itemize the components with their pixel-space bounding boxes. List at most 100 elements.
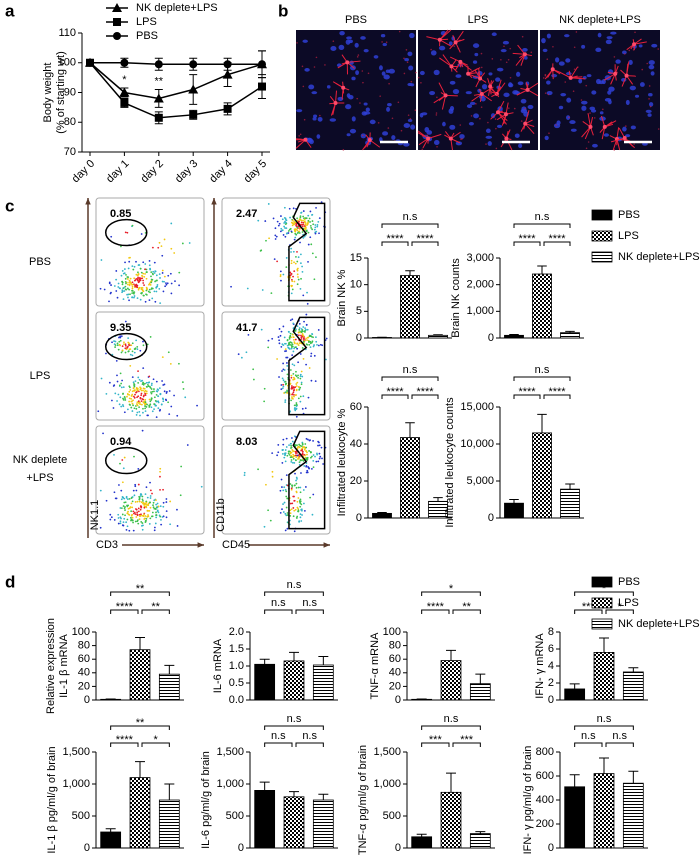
nucleus	[474, 52, 479, 57]
flow-event	[286, 389, 288, 392]
legend-label: NK deplete+LPS	[618, 618, 700, 630]
flow-event	[141, 398, 144, 400]
bar	[440, 791, 462, 849]
flow-event	[237, 353, 240, 356]
flow-event	[309, 340, 312, 343]
flow-event	[110, 516, 113, 519]
flow-event	[282, 385, 285, 388]
flow-event	[154, 300, 157, 303]
flow-event	[103, 288, 106, 291]
nucleus	[496, 67, 504, 72]
glia-body	[613, 71, 618, 76]
flow-event	[155, 511, 157, 514]
flow-event	[123, 456, 126, 459]
significance-label: ****	[386, 233, 404, 245]
flow-event	[109, 518, 112, 521]
nucleus	[503, 92, 510, 98]
flow-event	[284, 223, 287, 226]
bar	[312, 799, 334, 849]
flow-event	[292, 207, 295, 210]
y-tick-label: 70	[64, 146, 76, 158]
flow-event	[303, 220, 306, 223]
flow-event	[132, 510, 135, 513]
flow-event	[288, 450, 291, 453]
flow-event	[146, 384, 149, 386]
flow-event	[186, 444, 189, 446]
flow-event	[126, 505, 129, 508]
nucleus	[606, 36, 613, 40]
flow-event	[286, 356, 289, 359]
flow-event	[128, 507, 131, 510]
flow-event	[303, 320, 305, 323]
flow-event	[286, 497, 289, 500]
speck	[580, 99, 583, 101]
bar	[283, 796, 305, 849]
arrow-head	[197, 542, 204, 548]
flow-event	[309, 335, 312, 337]
flow-event	[293, 393, 295, 396]
flow-event	[165, 283, 168, 286]
glia-process	[527, 82, 539, 91]
flow-event	[300, 383, 303, 386]
nucleus	[596, 78, 601, 85]
flow-event	[114, 392, 117, 395]
flow-event	[325, 358, 327, 361]
flow-event	[165, 516, 168, 519]
significance-label: n.s	[302, 597, 317, 609]
flow-event	[135, 414, 138, 416]
flow-event	[314, 224, 317, 226]
nucleus	[622, 50, 627, 55]
flow-event	[291, 284, 293, 287]
flow-event	[158, 287, 161, 290]
flow-event	[316, 343, 318, 346]
speck	[303, 118, 306, 121]
flow-event	[134, 501, 137, 503]
nucleus	[361, 111, 368, 116]
flow-event	[131, 283, 133, 286]
flow-event	[289, 274, 292, 277]
bar	[100, 831, 122, 849]
speck	[649, 105, 652, 108]
nucleus	[409, 32, 415, 39]
flow-event	[126, 283, 129, 286]
nucleus	[388, 68, 395, 74]
glia-body	[449, 64, 454, 69]
speck	[381, 41, 383, 43]
glia-body	[550, 67, 555, 72]
speck	[544, 73, 547, 76]
nucleus	[468, 121, 474, 126]
flow-event	[297, 220, 300, 223]
flow-event	[154, 522, 157, 525]
flow-event	[290, 292, 293, 295]
significance-bracket	[381, 241, 409, 246]
flow-event	[292, 372, 295, 375]
flow-event	[122, 393, 124, 395]
nucleus	[407, 82, 413, 87]
flow-event	[119, 522, 122, 525]
bar	[283, 660, 305, 701]
glia-process	[633, 41, 647, 45]
marker	[154, 113, 163, 122]
flow-event	[169, 272, 172, 275]
nucleus	[546, 33, 551, 39]
flow-event	[281, 229, 284, 232]
flow-event	[289, 502, 292, 505]
flow-event	[119, 287, 121, 290]
flow-event	[128, 342, 131, 345]
flow-event	[136, 279, 139, 282]
flow-event	[283, 206, 286, 209]
flow-event	[139, 267, 142, 270]
flow-event	[295, 389, 298, 392]
flow-event	[158, 273, 161, 276]
flow-event	[286, 232, 288, 235]
flow-event	[315, 460, 318, 463]
flow-event	[121, 481, 124, 484]
flow-event	[287, 343, 290, 346]
flow-event	[131, 393, 134, 396]
bar	[532, 273, 552, 339]
y-tick-label: 100	[383, 626, 401, 638]
significance-bracket	[543, 241, 571, 246]
nucleus	[603, 133, 610, 137]
flow-event	[134, 513, 137, 515]
legend-swatch	[591, 618, 613, 630]
